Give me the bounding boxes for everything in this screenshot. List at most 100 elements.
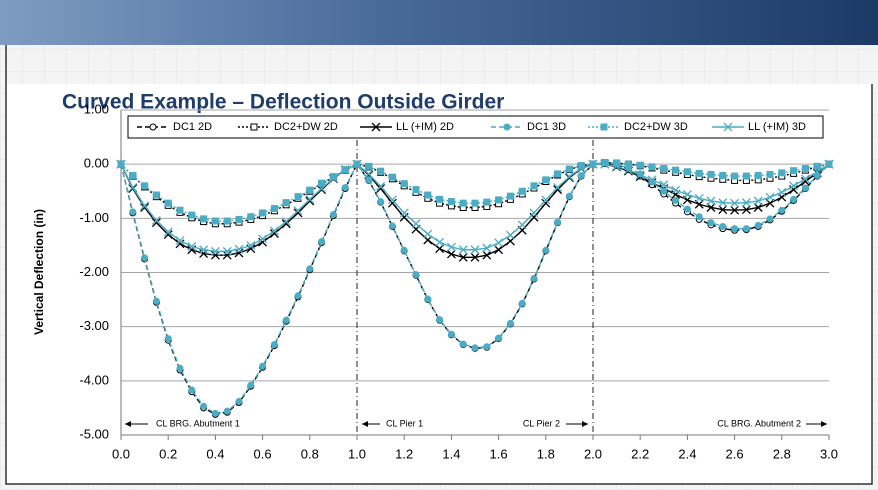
marker: [506, 192, 514, 200]
marker: [306, 186, 314, 194]
slide-frame: [5, 45, 873, 485]
marker: [530, 274, 538, 282]
marker: [482, 243, 492, 253]
marker: [470, 245, 480, 255]
marker: [211, 217, 219, 225]
marker: [176, 206, 184, 214]
marker: [234, 244, 244, 254]
marker: [281, 219, 291, 229]
marker: [517, 220, 527, 230]
marker: [529, 208, 539, 218]
marker: [222, 250, 232, 260]
marker: [188, 211, 196, 219]
title-bar: [0, 0, 878, 45]
marker: [554, 170, 562, 178]
marker: [777, 187, 787, 197]
marker: [211, 409, 219, 417]
marker: [270, 341, 278, 349]
x-tick-label: 0.0: [112, 446, 130, 461]
marker: [163, 227, 173, 237]
marker: [765, 192, 775, 202]
marker: [801, 184, 809, 192]
marker: [494, 245, 504, 255]
marker: [294, 292, 302, 300]
marker: [151, 216, 161, 225]
marker: [282, 316, 290, 324]
marker: [141, 182, 149, 190]
marker: [518, 299, 526, 307]
marker: [564, 172, 574, 182]
marker: [577, 172, 585, 180]
x-tick-label: 1.4: [442, 446, 460, 461]
legend-box: [127, 115, 824, 139]
series: [116, 159, 834, 256]
marker: [671, 185, 681, 195]
x-tick-label: 0.8: [301, 446, 319, 461]
marker: [458, 252, 468, 262]
chart-title: Curved Example – Deflection Outside Gird…: [62, 91, 504, 114]
marker: [695, 169, 703, 177]
marker: [459, 340, 467, 348]
legend-marker: [503, 123, 511, 131]
marker: [659, 180, 669, 190]
marker: [305, 194, 315, 204]
marker: [318, 179, 326, 187]
marker: [411, 219, 421, 229]
legend-label: LL (+IM) 3D: [748, 121, 806, 133]
marker: [731, 172, 739, 180]
marker: [813, 162, 821, 170]
marker: [800, 174, 810, 184]
marker: [424, 191, 432, 199]
marker: [282, 199, 290, 207]
marker: [790, 167, 798, 175]
marker: [365, 162, 373, 170]
marker: [318, 238, 326, 246]
marker: [210, 246, 220, 256]
chart-background: [6, 84, 872, 484]
marker: [141, 254, 149, 262]
marker: [176, 364, 184, 372]
marker: [601, 159, 609, 167]
marker: [246, 240, 256, 250]
legend-label: DC2+DW 2D: [274, 121, 338, 133]
arrow-head: [125, 421, 131, 427]
marker: [730, 198, 740, 208]
marker: [258, 234, 268, 244]
marker: [471, 199, 479, 207]
marker: [387, 198, 397, 208]
marker: [329, 211, 337, 219]
legend-label: DC1 2D: [173, 121, 212, 133]
marker: [483, 198, 491, 206]
marker: [470, 252, 480, 262]
x-tick-label: 2.6: [726, 446, 744, 461]
marker: [672, 166, 680, 174]
marker: [683, 168, 691, 176]
marker: [529, 212, 539, 222]
marker: [247, 213, 255, 221]
marker: [269, 229, 279, 238]
marker: [789, 181, 799, 191]
marker: [223, 217, 231, 225]
marker: [424, 295, 432, 303]
marker: [400, 246, 408, 254]
marker: [306, 265, 314, 273]
marker: [753, 203, 763, 212]
marker: [446, 242, 456, 252]
legend-marker: [600, 123, 608, 131]
marker: [718, 205, 728, 215]
marker: [423, 229, 433, 239]
marker: [660, 165, 668, 172]
marker: [436, 195, 444, 203]
marker: [565, 165, 573, 173]
marker: [281, 217, 291, 227]
x-tick-label: 3.0: [820, 446, 838, 461]
marker: [340, 165, 350, 175]
marker: [128, 182, 138, 192]
marker: [554, 218, 562, 226]
marker: [376, 181, 386, 191]
marker: [399, 208, 409, 218]
marker: [719, 172, 727, 180]
marker: [164, 199, 172, 207]
marker: [200, 215, 208, 223]
marker: [341, 183, 349, 191]
